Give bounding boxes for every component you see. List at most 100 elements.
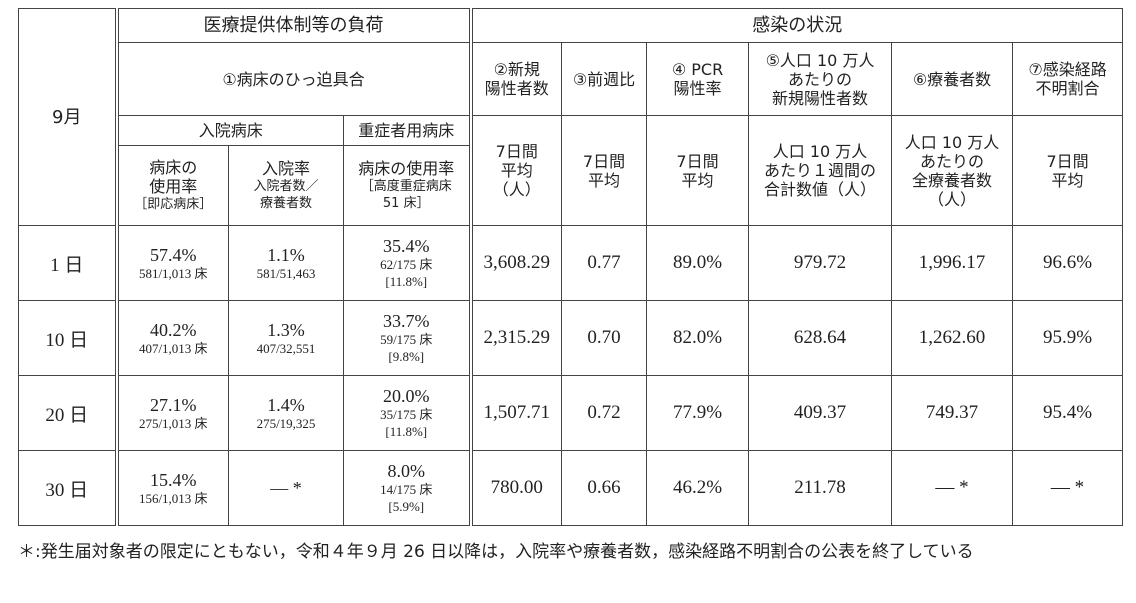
data-row: 30 日 15.4% 156/1,013 床 — * 8.0% 14/175 床 [5.9%…	[18, 450, 1124, 526]
value-cell: 749.37	[891, 375, 1014, 451]
sub-header-note: ［即応病床］	[134, 197, 213, 212]
value-cell: 95.4%	[1012, 375, 1124, 451]
group-header: 医療提供体制等の負荷	[115, 8, 473, 43]
value-cell: 96.6%	[1012, 225, 1124, 301]
bed-rate: — *	[270, 478, 302, 498]
value-cell: 211.78	[748, 450, 893, 526]
bed-rate: 8.0%	[387, 461, 426, 481]
bed-detail: 275/1,013 床	[138, 415, 208, 431]
unit-header: 7日間 平均	[646, 115, 750, 226]
sub-header-title: 入院率	[261, 159, 310, 178]
bed-detail: 581/1,013 床	[138, 265, 208, 281]
bed-cell: 20.0% 35/175 床 [11.8%]	[342, 375, 473, 451]
bed-rate: 57.4%	[150, 244, 197, 265]
unit-header: 7日間 平均 （人）	[470, 115, 563, 226]
sub-header-note: 入院者数／ 療養者数	[253, 179, 319, 211]
data-row: 1 日 57.4% 581/1,013 床 1.1% 581/51,463 35.4% 62…	[18, 225, 1124, 301]
bed-cell: 27.1% 275/1,013 床	[116, 375, 229, 451]
sub-header-note: ［高度重症病床 51 床］	[360, 179, 452, 211]
indicator-header: ⑤人口 10 万人 あたりの 新規陽性者数	[748, 42, 893, 116]
day-cell: 10 日	[18, 300, 119, 376]
value-cell: 0.70	[561, 300, 648, 376]
value-cell: — *	[891, 450, 1014, 526]
value-cell: 1,996.17	[891, 225, 1014, 301]
bed-cell: 1.1% 581/51,463	[228, 225, 344, 301]
group-header: 感染の状況	[470, 8, 1124, 43]
footnote-marker: ＊:	[18, 542, 41, 562]
value-cell: 628.64	[748, 300, 893, 376]
bed-cell: 33.7% 59/175 床 [9.8%]	[342, 300, 473, 376]
status-table: 9月 医療提供体制等の負荷 感染の状況 ①病床のひっ迫具合 ②新規 陽性者数 ③…	[18, 8, 1124, 526]
bed-extra: [9.8%]	[388, 349, 425, 364]
bed-rate: 33.7%	[383, 311, 430, 331]
value-cell: 780.00	[470, 450, 563, 526]
day-cell: 30 日	[18, 450, 119, 526]
sub-header-title: 病床の使用率	[358, 159, 455, 178]
bed-rate: 1.1%	[267, 244, 305, 265]
bed-cell: 35.4% 62/175 床 [11.8%]	[342, 225, 473, 301]
bed-cell: 8.0% 14/175 床 [5.9%]	[342, 450, 473, 526]
bed-detail: 275/19,325	[256, 415, 316, 431]
sub-header: 病床の使用率 ［高度重症病床 51 床］	[342, 145, 473, 226]
indicator-header: ⑥療養者数	[891, 42, 1014, 116]
value-cell: 0.72	[561, 375, 648, 451]
bed-detail: 156/1,013 床	[138, 490, 208, 506]
value-cell: 979.72	[748, 225, 893, 301]
bed-cell: 57.4% 581/1,013 床	[116, 225, 229, 301]
value-cell: — *	[1012, 450, 1124, 526]
value-cell: 82.0%	[646, 300, 750, 376]
bed-detail: 581/51,463	[256, 265, 316, 281]
footnote-text: 発生届対象者の限定にともない，令和４年９月 26 日以降は，入院率や療養者数，感…	[40, 542, 974, 562]
value-cell: 0.66	[561, 450, 648, 526]
bed-cell: 15.4% 156/1,013 床	[116, 450, 229, 526]
footnote: ＊:発生届対象者の限定にともない，令和４年９月 26 日以降は，入院率や療養者数…	[18, 538, 1124, 567]
bed-detail: 407/1,013 床	[138, 340, 208, 356]
indicator-header: ④ PCR 陽性率	[646, 42, 750, 116]
corner-header: 9月	[18, 8, 119, 226]
bed-detail: 407/32,551	[256, 340, 316, 356]
value-cell: 1,507.71	[470, 375, 563, 451]
sub-header-title: 病床の 使用率	[149, 158, 198, 196]
bed-detail: 59/175 床	[380, 332, 433, 347]
bed-rate: 20.0%	[383, 386, 430, 406]
sub-header: 病床の 使用率 ［即応病床］	[116, 145, 229, 226]
day-cell: 1 日	[18, 225, 119, 301]
value-cell: 409.37	[748, 375, 893, 451]
indicator-header: ⑦感染経路 不明割合	[1012, 42, 1124, 116]
bed-rate: 40.2%	[150, 319, 197, 340]
value-cell: 2,315.29	[470, 300, 563, 376]
indicator-header: ③前週比	[561, 42, 648, 116]
bed-detail: 14/175 床	[380, 482, 433, 497]
bed-rate: 1.3%	[267, 319, 305, 340]
sub-header: 入院率 入院者数／ 療養者数	[228, 145, 344, 226]
bed-rate: 35.4%	[383, 236, 430, 256]
bed-detail: 35/175 床	[380, 407, 433, 422]
value-cell: 3,608.29	[470, 225, 563, 301]
bed-cell: — *	[228, 450, 344, 526]
bed-rate: 27.1%	[150, 394, 197, 415]
unit-header: 人口 10 万人 あたりの 全療養者数 （人）	[891, 115, 1014, 226]
value-cell: 95.9%	[1012, 300, 1124, 376]
bed-detail: 62/175 床	[380, 257, 433, 272]
bed-cell: 1.4% 275/19,325	[228, 375, 344, 451]
indicator-header: ①病床のひっ迫具合	[115, 42, 473, 116]
bed-extra: [11.8%]	[385, 274, 428, 289]
bed-rate: 15.4%	[150, 469, 197, 490]
unit-header: 人口 10 万人 あたり１週間の 合計数値（人）	[748, 115, 893, 226]
bed-extra: [11.8%]	[385, 424, 428, 439]
value-cell: 1,262.60	[891, 300, 1014, 376]
value-cell: 89.0%	[646, 225, 750, 301]
bed-rate: 1.4%	[267, 394, 305, 415]
data-row: 10 日 40.2% 407/1,013 床 1.3% 407/32,551 33.7% 5…	[18, 300, 1124, 376]
bed-type-header: 重症者用病床	[342, 115, 473, 146]
bed-extra: [5.9%]	[388, 499, 425, 514]
unit-header: 7日間 平均	[561, 115, 648, 226]
value-cell: 0.77	[561, 225, 648, 301]
value-cell: 77.9%	[646, 375, 750, 451]
day-cell: 20 日	[18, 375, 119, 451]
data-row: 20 日 27.1% 275/1,013 床 1.4% 275/19,325 20.0% 3…	[18, 375, 1124, 451]
value-cell: 46.2%	[646, 450, 750, 526]
bed-cell: 1.3% 407/32,551	[228, 300, 344, 376]
unit-header: 7日間 平均	[1012, 115, 1124, 226]
